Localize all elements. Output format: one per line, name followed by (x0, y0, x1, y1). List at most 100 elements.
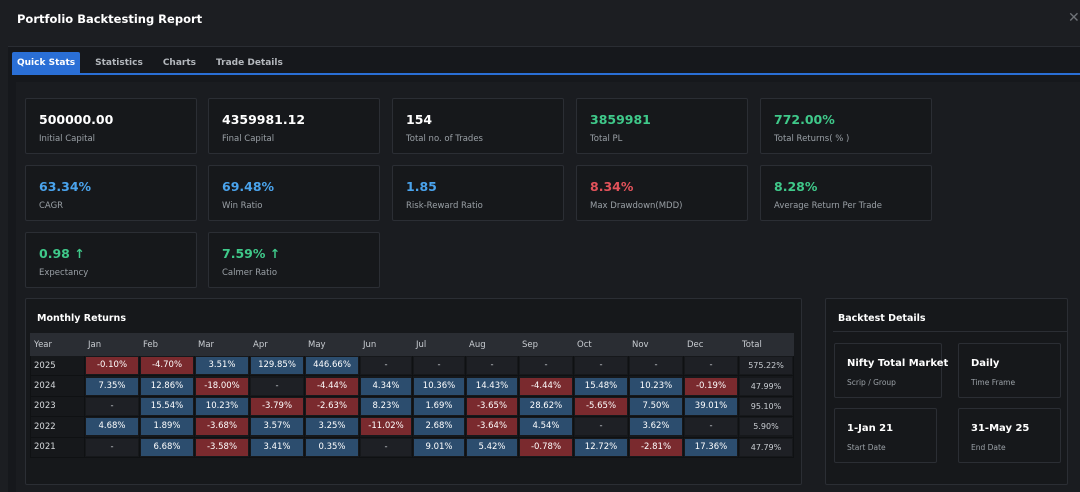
return-value: - (86, 397, 138, 415)
return-value: 17.36% (685, 438, 737, 456)
total-value: 5.90% (740, 418, 792, 436)
table-row: 2022 4.68% 1.89% -3.68% 3.57% 3.25% -11.02% 2.6… (30, 416, 794, 438)
month-cell: 10.36% (412, 375, 466, 397)
return-value: 12.86% (141, 377, 193, 395)
total-value: 47.79% (740, 438, 792, 456)
return-value: 8.23% (361, 397, 411, 415)
month-cell: -4.70% (139, 354, 195, 377)
month-cell: 17.36% (683, 436, 739, 458)
tab-quick-stats[interactable]: Quick Stats (12, 52, 81, 74)
return-value: 129.85% (251, 357, 303, 375)
return-value: 2.68% (414, 418, 464, 436)
stat-label: Risk-Reward Ratio (406, 201, 483, 211)
return-value: -0.78% (520, 438, 572, 456)
month-cell: - (359, 436, 413, 458)
month-cell: 15.48% (573, 375, 629, 397)
month-cell: - (84, 436, 140, 458)
return-value: 7.50% (630, 397, 682, 415)
stat-value: 7.59% ↑ (222, 246, 281, 261)
close-icon[interactable]: ✕ (1068, 10, 1080, 26)
month-cell: - (573, 354, 629, 377)
stat-label: CAGR (39, 201, 64, 211)
month-cell: -0.10% (84, 354, 140, 377)
return-value: - (251, 377, 303, 395)
stat-card-win-ratio: 69.48% Win Ratio (208, 165, 380, 221)
month-cell: 15.54% (139, 395, 195, 418)
month-cell: 9.01% (412, 436, 466, 458)
month-cell: - (359, 354, 413, 377)
month-cell: - (249, 375, 305, 397)
month-cell: -3.79% (249, 395, 305, 418)
return-value: 3.51% (196, 357, 248, 375)
month-cell: 1.69% (412, 395, 466, 418)
detail-label: Start Date (847, 443, 886, 452)
month-cell: - (573, 416, 629, 438)
return-value: 10.36% (414, 377, 464, 395)
stat-card-total-returns: 772.00% Total Returns( % ) (760, 98, 932, 154)
column-header: Dec (683, 333, 739, 356)
backtest-details-title: Backtest Details (838, 313, 926, 324)
monthly-returns-table: Year Jan Feb Mar Apr May Jun Jul Aug Sep Oct Nov Dec… (30, 333, 794, 458)
detail-label: End Date (971, 443, 1006, 452)
detail-scrip: Nifty Total Market Scrip / Group (834, 343, 948, 398)
stat-value: 4359981.12 (222, 112, 306, 127)
column-header: Sep (518, 333, 574, 356)
stat-value: 0.98 ↑ (39, 246, 85, 261)
total-cell: 95.10% (738, 395, 794, 418)
stat-value: 500000.00 (39, 112, 114, 127)
return-value: 10.23% (630, 377, 682, 395)
tab-trade-details[interactable]: Trade Details (216, 58, 283, 68)
month-cell: 3.41% (249, 436, 305, 458)
return-value: -18.00% (196, 377, 248, 395)
stat-value: 772.00% (774, 112, 835, 127)
tab-statistics[interactable]: Statistics (95, 58, 143, 68)
month-cell: 10.23% (628, 375, 684, 397)
column-header: Nov (628, 333, 684, 356)
month-cell: 3.51% (194, 354, 250, 377)
return-value: -2.81% (630, 438, 682, 456)
stat-label: Total Returns( % ) (774, 134, 850, 144)
column-header: Jan (84, 333, 140, 356)
column-header: Year (30, 333, 85, 356)
month-cell: 3.57% (249, 416, 305, 438)
stat-label: Win Ratio (222, 201, 263, 211)
year-cell: 2023 (30, 395, 85, 418)
month-cell: 7.35% (84, 375, 140, 397)
return-value: - (361, 438, 411, 456)
column-header: May (304, 333, 360, 356)
detail-value: Daily (971, 358, 1000, 369)
return-value: 14.43% (467, 377, 517, 395)
column-header: Feb (139, 333, 195, 356)
return-value: 15.48% (575, 377, 627, 395)
stat-label: Expectancy (39, 268, 89, 278)
stat-value: 69.48% (222, 179, 275, 194)
tab-charts[interactable]: Charts (162, 58, 196, 68)
stat-label: Final Capital (222, 134, 275, 144)
return-value: 446.66% (306, 357, 358, 375)
column-header: Mar (194, 333, 250, 356)
return-value: 5.42% (467, 438, 517, 456)
month-cell: 4.34% (359, 375, 413, 397)
return-value: 4.54% (520, 418, 572, 436)
stat-card-final-capital: 4359981.12 Final Capital (208, 98, 380, 154)
stat-card-average-return: 8.28% Average Return Per Trade (760, 165, 932, 221)
return-value: 6.68% (141, 438, 193, 456)
detail-value: 31-May 25 (971, 423, 1030, 434)
year-cell: 2021 (30, 436, 85, 458)
return-value: -2.63% (306, 397, 358, 415)
return-value: 3.41% (251, 438, 303, 456)
return-value: - (86, 438, 138, 456)
stat-card-max-drawdown: 8.34% Max Drawdown(MDD) (576, 165, 748, 221)
return-value: - (630, 357, 682, 375)
month-cell: -4.44% (518, 375, 574, 397)
stat-label: Total no. of Trades (406, 134, 483, 144)
return-value: -11.02% (361, 418, 411, 436)
return-value: -5.65% (575, 397, 627, 415)
return-value: - (520, 357, 572, 375)
month-cell: 10.23% (194, 395, 250, 418)
month-cell: 12.86% (139, 375, 195, 397)
month-cell: 3.62% (628, 416, 684, 438)
month-cell: - (683, 354, 739, 377)
return-value: - (685, 418, 737, 436)
return-value: 0.35% (306, 438, 358, 456)
